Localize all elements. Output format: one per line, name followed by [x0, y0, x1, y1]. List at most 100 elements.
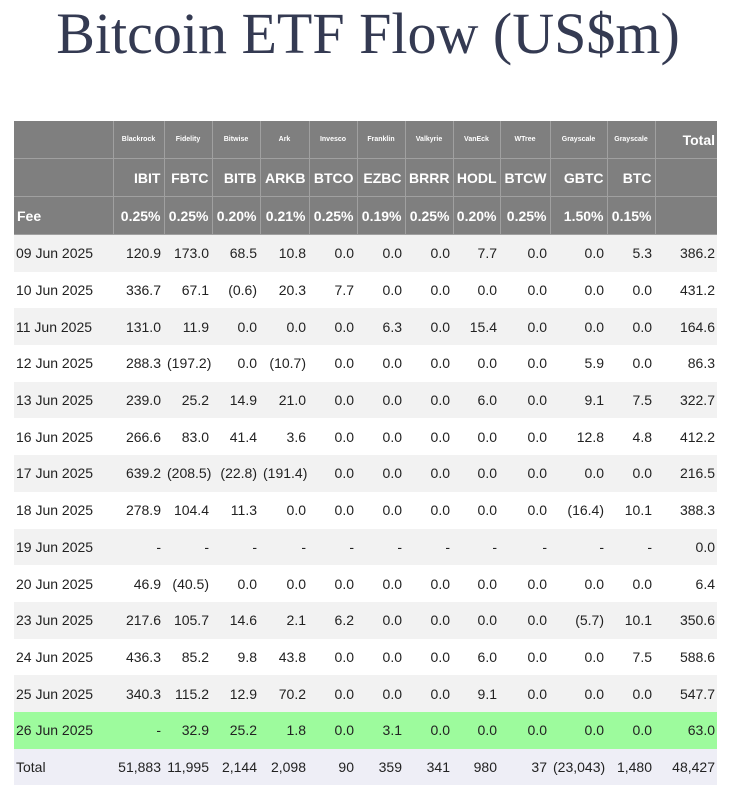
- flow-value: 0.0: [212, 308, 260, 346]
- flow-value: 0.0: [405, 675, 453, 712]
- flow-value: 9.8: [212, 638, 260, 676]
- flow-value: 0.0: [453, 455, 500, 492]
- row-date: 13 Jun 2025: [14, 381, 113, 419]
- flow-value: -: [357, 528, 405, 566]
- flow-value: -: [405, 528, 453, 566]
- header-corner-cell: [14, 121, 114, 159]
- flow-value: 0.0: [309, 381, 357, 419]
- row-total: 6.4: [655, 565, 717, 602]
- flow-value: 0.0: [357, 565, 405, 602]
- flow-value: 12.8: [550, 418, 607, 456]
- flow-value: 0.0: [500, 455, 550, 492]
- flow-value: 0.0: [607, 345, 655, 382]
- flow-value: 0.0: [500, 345, 550, 382]
- flow-value: 85.2: [164, 638, 212, 676]
- flow-value: 43.8: [260, 638, 309, 676]
- flow-value: 0.0: [453, 711, 500, 749]
- fee-label: Fee: [14, 196, 114, 235]
- table-row: 20 Jun 2025 46.9 (40.5) 0.0 0.0 0.0 0.0 0.0 0.0 0…: [14, 565, 717, 602]
- flow-value: 0.0: [550, 234, 607, 272]
- flow-value: 6.2: [309, 601, 357, 639]
- flow-value: 0.0: [357, 418, 405, 456]
- flow-value: 0.0: [357, 491, 405, 529]
- flow-value: 239.0: [113, 381, 164, 419]
- ticker-symbol: GBTC: [550, 158, 608, 197]
- total-row: Total 51,883 11,995 2,144 2,098 90 359 341 980 37…: [14, 748, 717, 785]
- table-row: 19 Jun 2025- - - - - - - - - - -0.0: [14, 528, 717, 566]
- flow-value: 278.9: [113, 491, 164, 529]
- flow-value: 20.3: [260, 271, 309, 309]
- flow-value: 0.0: [607, 271, 655, 309]
- flow-value: 15.4: [453, 308, 500, 346]
- flow-value: 0.0: [607, 711, 655, 749]
- fee-value: 1.50%: [550, 196, 608, 235]
- issuer-header-row: Blackrock Fidelity Bitwise Ark Invesco Frankl…: [14, 121, 717, 159]
- table-row: 25 Jun 2025 340.3 115.2 12.9 70.2 0.0 0.0 0.0 9.…: [14, 675, 717, 712]
- flow-value: 0.0: [453, 345, 500, 382]
- flow-value: 10.1: [607, 491, 655, 529]
- flow-value: 0.0: [607, 308, 655, 346]
- row-total: 388.3: [655, 491, 717, 529]
- flow-value: 173.0: [164, 234, 212, 272]
- row-date: 20 Jun 2025: [14, 565, 113, 602]
- flow-value: 0.0: [500, 381, 550, 419]
- flow-value: 5.3: [607, 234, 655, 272]
- flow-value: 0.0: [453, 601, 500, 639]
- row-total: 322.7: [655, 381, 717, 419]
- flow-value: 0.0: [550, 565, 607, 602]
- flow-value: 0.0: [212, 345, 260, 382]
- page-title: Bitcoin ETF Flow (US$m): [56, 1, 680, 66]
- flow-value: 32.9: [164, 711, 212, 749]
- row-date: 25 Jun 2025: [14, 675, 113, 712]
- flow-value: 0.0: [309, 711, 357, 749]
- issuer-name: Valkyrie: [405, 121, 454, 159]
- row-date: 17 Jun 2025: [14, 455, 113, 492]
- ticker-corner-cell: [14, 158, 114, 197]
- flow-value: (5.7): [550, 601, 607, 639]
- flow-value: 0.0: [309, 234, 357, 272]
- flow-value: 341: [405, 748, 453, 785]
- table-row: 18 Jun 2025 278.9 104.4 11.3 0.0 0.0 0.0 0.0 0.0…: [14, 491, 717, 529]
- row-date: 16 Jun 2025: [14, 418, 113, 456]
- flow-value: 0.0: [500, 565, 550, 602]
- flow-value: 0.0: [357, 675, 405, 712]
- issuer-name: Fidelity: [164, 121, 213, 159]
- flow-value: -: [113, 711, 164, 749]
- flow-value: 639.2: [113, 455, 164, 492]
- flow-value: 12.9: [212, 675, 260, 712]
- flow-value: 41.4: [212, 418, 260, 456]
- flow-value: 0.0: [260, 491, 309, 529]
- row-total: 412.2: [655, 418, 717, 456]
- flow-value: -: [212, 528, 260, 566]
- flow-value: 0.0: [500, 418, 550, 456]
- ticker-symbol: ARKB: [260, 158, 310, 197]
- row-date: 09 Jun 2025: [14, 234, 113, 272]
- flow-value: 0.0: [550, 638, 607, 676]
- flow-value: 83.0: [164, 418, 212, 456]
- flow-value: 105.7: [164, 601, 212, 639]
- fee-value: 0.25%: [500, 196, 551, 235]
- flow-value: 2.1: [260, 601, 309, 639]
- flow-value: 37: [500, 748, 550, 785]
- flow-value: 0.0: [405, 491, 453, 529]
- flow-value: 10.1: [607, 601, 655, 639]
- row-total: 0.0: [655, 528, 717, 566]
- flow-value: 0.0: [550, 711, 607, 749]
- table-row: 24 Jun 2025 436.3 85.2 9.8 43.8 0.0 0.0 0.0 6.0 0…: [14, 638, 717, 676]
- row-total: 547.7: [655, 675, 717, 712]
- flow-value: 217.6: [113, 601, 164, 639]
- flow-value: 0.0: [405, 601, 453, 639]
- flow-value: 0.0: [405, 711, 453, 749]
- row-total: 48,427: [655, 748, 717, 785]
- flow-value: 0.0: [405, 455, 453, 492]
- flow-value: 288.3: [113, 345, 164, 382]
- fee-row: Fee 0.25% 0.25% 0.20% 0.21% 0.25% 0.19% 0.25% 0.…: [14, 196, 717, 235]
- flow-value: 0.0: [550, 455, 607, 492]
- flow-value: 0.0: [500, 491, 550, 529]
- flow-value: -: [164, 528, 212, 566]
- flow-value: 0.0: [405, 418, 453, 456]
- flow-value: 359: [357, 748, 405, 785]
- table-row: 26 Jun 2025-32.9 25.2 1.8 0.0 3.1 0.0 0.0 0.0 0.…: [14, 711, 717, 749]
- table-row: 16 Jun 2025 266.6 83.0 41.4 3.6 0.0 0.0 0.0 0.0 0…: [14, 418, 717, 456]
- ticker-symbol: EZBC: [357, 158, 406, 197]
